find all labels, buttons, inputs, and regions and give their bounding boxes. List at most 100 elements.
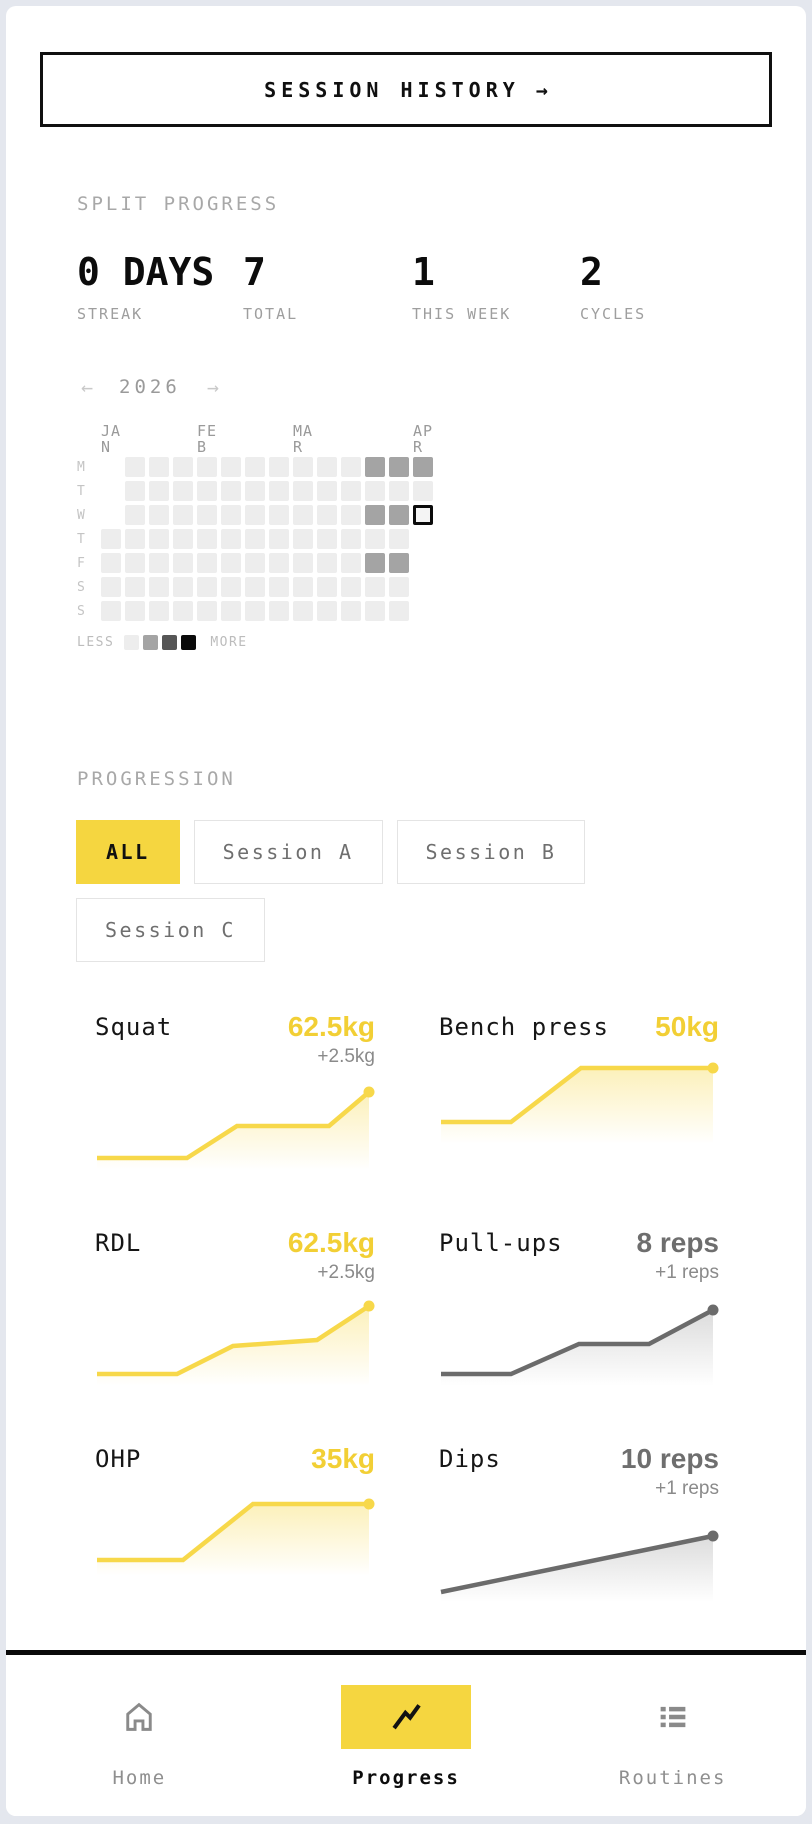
heatmap-cell[interactable] — [269, 577, 289, 597]
heatmap-cell[interactable] — [245, 457, 265, 477]
heatmap-cell[interactable] — [245, 529, 265, 549]
heatmap-cell[interactable] — [341, 457, 361, 477]
heatmap-cell[interactable] — [197, 601, 217, 621]
heatmap-cell[interactable] — [101, 577, 121, 597]
heatmap-cell[interactable] — [317, 601, 337, 621]
heatmap-cell[interactable] — [269, 505, 289, 525]
heatmap-cell[interactable] — [317, 481, 337, 501]
heatmap-cell[interactable] — [221, 529, 241, 549]
heatmap-cell[interactable] — [365, 577, 385, 597]
heatmap-cell[interactable] — [245, 505, 265, 525]
heatmap-cell[interactable] — [245, 553, 265, 573]
nav-item-home[interactable]: Home — [6, 1655, 273, 1816]
prev-year-button[interactable]: ← — [77, 375, 97, 399]
heatmap-cell[interactable] — [317, 529, 337, 549]
heatmap-cell[interactable] — [293, 529, 313, 549]
heatmap-cell[interactable] — [149, 505, 169, 525]
heatmap-cell[interactable] — [173, 457, 193, 477]
heatmap-cell[interactable] — [245, 481, 265, 501]
heatmap-cell[interactable] — [221, 601, 241, 621]
heatmap-cell[interactable] — [341, 601, 361, 621]
filter-chip-all[interactable]: ALL — [76, 820, 180, 884]
heatmap-cell[interactable] — [389, 601, 409, 621]
heatmap-cell[interactable] — [197, 577, 217, 597]
heatmap-cell[interactable] — [365, 481, 385, 501]
heatmap-cell[interactable] — [197, 505, 217, 525]
heatmap-cell[interactable] — [341, 553, 361, 573]
heatmap-cell[interactable] — [269, 529, 289, 549]
heatmap-cell[interactable] — [245, 577, 265, 597]
heatmap-cell[interactable] — [317, 553, 337, 573]
heatmap-cell[interactable] — [269, 553, 289, 573]
heatmap-cell[interactable] — [197, 457, 217, 477]
next-year-button[interactable]: → — [203, 375, 223, 399]
heatmap-cell[interactable] — [389, 457, 409, 477]
heatmap-cell[interactable] — [341, 529, 361, 549]
heatmap-cell[interactable] — [365, 457, 385, 477]
filter-chip-session-b[interactable]: Session B — [396, 820, 586, 884]
heatmap-cell[interactable] — [101, 601, 121, 621]
heatmap-cell[interactable] — [341, 505, 361, 525]
heatmap-cell[interactable] — [221, 505, 241, 525]
heatmap-cell[interactable] — [125, 577, 145, 597]
heatmap-cell[interactable] — [317, 577, 337, 597]
heatmap-cell[interactable] — [389, 553, 409, 573]
nav-item-routines[interactable]: Routines — [539, 1655, 806, 1816]
heatmap-cell[interactable] — [221, 577, 241, 597]
heatmap-cell[interactable] — [293, 481, 313, 501]
heatmap-cell[interactable] — [221, 553, 241, 573]
heatmap-cell[interactable] — [173, 553, 193, 573]
heatmap-cell[interactable] — [293, 553, 313, 573]
heatmap-cell[interactable] — [197, 529, 217, 549]
heatmap-cell[interactable] — [173, 529, 193, 549]
heatmap-cell[interactable] — [197, 481, 217, 501]
heatmap-cell[interactable] — [221, 481, 241, 501]
filter-chip-session-c[interactable]: Session C — [76, 898, 265, 962]
nav-item-progress[interactable]: Progress — [273, 1655, 540, 1816]
heatmap-cell[interactable] — [149, 577, 169, 597]
heatmap-cell[interactable] — [293, 505, 313, 525]
heatmap-cell[interactable] — [365, 553, 385, 573]
filter-chip-session-a[interactable]: Session A — [193, 820, 383, 884]
heatmap-cell[interactable] — [173, 577, 193, 597]
heatmap-cell[interactable] — [317, 457, 337, 477]
heatmap-cell[interactable] — [125, 529, 145, 549]
heatmap-cell[interactable] — [413, 481, 433, 501]
heatmap-cell[interactable] — [125, 601, 145, 621]
heatmap-cell[interactable] — [389, 481, 409, 501]
heatmap-cell[interactable] — [389, 577, 409, 597]
heatmap-cell[interactable] — [173, 505, 193, 525]
heatmap-cell[interactable] — [101, 529, 121, 549]
heatmap-cell[interactable] — [221, 457, 241, 477]
heatmap-cell[interactable] — [149, 481, 169, 501]
heatmap-cell[interactable] — [149, 601, 169, 621]
heatmap-cell[interactable] — [341, 577, 361, 597]
heatmap-cell[interactable] — [269, 601, 289, 621]
heatmap-cell[interactable] — [125, 553, 145, 573]
heatmap-cell[interactable] — [101, 553, 121, 573]
heatmap-cell[interactable] — [173, 601, 193, 621]
heatmap-cell[interactable] — [197, 553, 217, 573]
heatmap-cell[interactable] — [149, 553, 169, 573]
heatmap-cell[interactable] — [149, 457, 169, 477]
heatmap-cell[interactable] — [149, 529, 169, 549]
heatmap-cell[interactable] — [125, 505, 145, 525]
heatmap-cell[interactable] — [293, 577, 313, 597]
heatmap-cell[interactable] — [413, 505, 433, 525]
heatmap-cell[interactable] — [293, 457, 313, 477]
heatmap-cell[interactable] — [293, 601, 313, 621]
heatmap-cell[interactable] — [269, 457, 289, 477]
heatmap-cell[interactable] — [269, 481, 289, 501]
heatmap-cell[interactable] — [413, 457, 433, 477]
heatmap-cell[interactable] — [365, 601, 385, 621]
heatmap-cell[interactable] — [341, 481, 361, 501]
heatmap-cell[interactable] — [245, 601, 265, 621]
heatmap-cell[interactable] — [125, 481, 145, 501]
heatmap-cell[interactable] — [125, 457, 145, 477]
heatmap-cell[interactable] — [365, 505, 385, 525]
heatmap-cell[interactable] — [389, 505, 409, 525]
session-history-button[interactable]: SESSION HISTORY → — [40, 52, 772, 127]
heatmap-cell[interactable] — [317, 505, 337, 525]
heatmap-cell[interactable] — [365, 529, 385, 549]
heatmap-cell[interactable] — [389, 529, 409, 549]
